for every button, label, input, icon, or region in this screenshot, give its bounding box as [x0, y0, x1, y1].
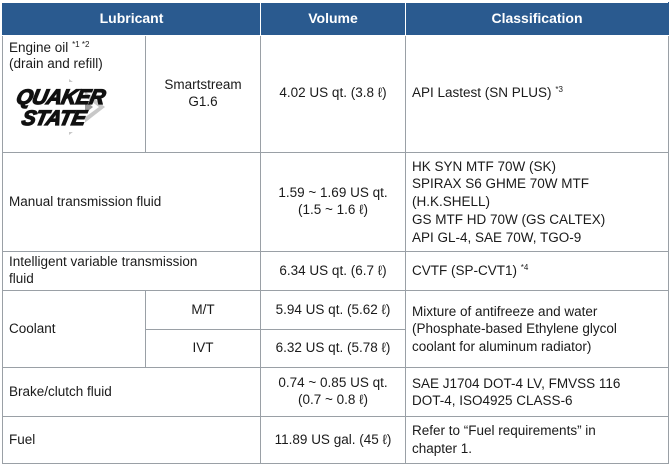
engine-model: G1.6 — [188, 93, 218, 109]
ivt-fluid-label-line1: Intelligent variable transmission — [9, 254, 198, 270]
mtf-spec-line: SPIRAX S6 GHME 70W MTF — [412, 176, 590, 192]
brake-clutch-label: Brake/clutch fluid — [2, 367, 261, 418]
fuel-classification-cell: Refer to “Fuel requirements” in chapter … — [405, 416, 669, 464]
engine-oil-footnote-refs: *1 *2 — [72, 39, 90, 49]
mtf-spec-line: API GL-4, SAE 70W, TGO-9 — [412, 229, 582, 245]
ivt-fluid-label-cell: Intelligent variable transmission fluid — [2, 250, 261, 292]
coolant-mt-label: M/T — [145, 290, 261, 330]
header-volume: Volume — [260, 2, 406, 36]
table-header-row: Lubricant Volume Classification — [2, 2, 669, 36]
ivt-fluid-volume: 6.34 US qt. (6.7 ℓ) — [260, 250, 406, 292]
brake-clutch-volume-qt: 0.74 ~ 0.85 US qt. — [278, 375, 388, 391]
coolant-ivt-label: IVT — [145, 328, 261, 369]
engine-oil-name: Engine oil — [9, 39, 69, 55]
manual-transmission-volume-l: (1.5 ~ 1.6 ℓ) — [297, 202, 369, 218]
coolant-ivt-volume: 6.32 US qt. (5.78 ℓ) — [260, 328, 406, 369]
manual-transmission-label: Manual transmission fluid — [2, 152, 261, 252]
manual-transmission-volume-cell: 1.59 ~ 1.69 US qt. (1.5 ~ 1.6 ℓ) — [260, 152, 406, 252]
mtf-spec-line: GS MTF HD 70W (GS CALTEX) — [412, 212, 606, 228]
header-lubricant: Lubricant — [2, 2, 261, 36]
table-row-coolant-ivt: IVT 6.32 US qt. (5.78 ℓ) — [3, 328, 669, 369]
engine-oil-label: Engine oil *1 *2 — [9, 40, 139, 57]
table-row-fuel: Fuel 11.89 US gal. (45 ℓ) Refer to “Fuel… — [2, 416, 669, 464]
engine-oil-classification-cell: API Lastest (SN PLUS) *3 — [405, 34, 669, 154]
quaker-state-logo: QUAKER STATE — [9, 77, 139, 142]
coolant-mt-volume: 5.94 US qt. (5.62 ℓ) — [260, 290, 406, 330]
engine-oil-classification-ref: *3 — [555, 85, 563, 95]
brake-clutch-volume-l: (0.7 ~ 0.8 ℓ) — [297, 392, 369, 408]
ivt-fluid-label-line2: fluid — [9, 271, 34, 287]
table-row-brake-clutch: Brake/clutch fluid 0.74 ~ 0.85 US qt. (0… — [2, 367, 669, 418]
mtf-spec-line: (H.K.SHELL) — [412, 194, 491, 210]
coolant-spec-line: coolant for aluminum radiator) — [412, 339, 592, 355]
manual-transmission-volume-qt: 1.59 ~ 1.69 US qt. — [278, 185, 388, 201]
engine-type: Smartstream — [164, 77, 242, 93]
table-row-ivt-fluid: Intelligent variable transmission fluid … — [2, 250, 669, 292]
coolant-spec-line: (Phosphate-based Ethylene glycol — [412, 321, 617, 337]
ivt-fluid-classification-ref: *4 — [520, 262, 529, 272]
table-row-engine-oil: Engine oil *1 *2 (drain and refill) QUAK… — [2, 34, 669, 154]
engine-type-cell: Smartstream G1.6 — [145, 34, 261, 154]
engine-oil-classification: API Lastest (SN PLUS) — [412, 85, 552, 101]
engine-oil-sublabel: (drain and refill) — [9, 56, 103, 72]
fuel-spec-line: chapter 1. — [412, 441, 473, 457]
fuel-spec-line: Refer to “Fuel requirements” in — [412, 423, 596, 439]
ivt-fluid-classification: CVTF (SP-CVT1) — [412, 262, 518, 278]
brake-spec-line: SAE J1704 DOT-4 LV, FMVSS 116 — [412, 375, 621, 391]
brake-clutch-volume-cell: 0.74 ~ 0.85 US qt. (0.7 ~ 0.8 ℓ) — [260, 367, 406, 418]
coolant-spec-line: Mixture of antifreeze and water — [412, 303, 598, 319]
brake-spec-line: DOT-4, ISO4925 CLASS-6 — [412, 393, 573, 409]
fuel-volume: 11.89 US gal. (45 ℓ) — [260, 416, 406, 464]
svg-text:STATE: STATE — [20, 107, 89, 130]
svg-text:QUAKER: QUAKER — [14, 86, 107, 109]
mtf-spec-line: HK SYN MTF 70W (SK) — [412, 158, 557, 174]
fuel-label: Fuel — [2, 416, 261, 464]
engine-oil-label-cell: Engine oil *1 *2 (drain and refill) QUAK… — [2, 34, 146, 154]
table-row-manual-transmission: Manual transmission fluid 1.59 ~ 1.69 US… — [2, 152, 669, 252]
engine-oil-volume: 4.02 US qt. (3.8 ℓ) — [260, 34, 406, 154]
coolant-label: Coolant — [2, 290, 146, 369]
coolant-classification-cell: Mixture of antifreeze and water (Phospha… — [405, 290, 669, 369]
manual-transmission-classification-cell: HK SYN MTF 70W (SK) SPIRAX S6 GHME 70W M… — [405, 152, 669, 252]
ivt-fluid-classification-cell: CVTF (SP-CVT1) *4 — [405, 250, 669, 292]
table-row-coolant-mt: Coolant M/T 5.94 US qt. (5.62 ℓ) Mixture… — [2, 290, 669, 369]
brake-clutch-classification-cell: SAE J1704 DOT-4 LV, FMVSS 116 DOT-4, ISO… — [405, 367, 669, 418]
header-classification: Classification — [405, 2, 669, 36]
